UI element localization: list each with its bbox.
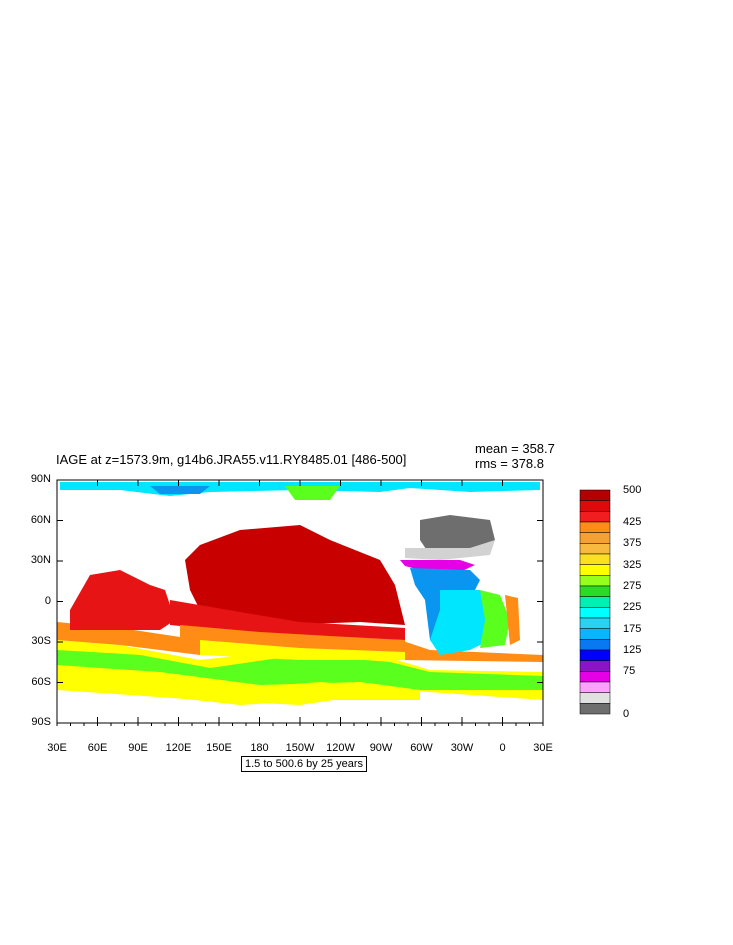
- colorbar: [579, 489, 611, 715]
- colorbar-swatch: [579, 532, 611, 544]
- lon-tick-label: 90E: [128, 742, 148, 754]
- colorbar-swatch: [579, 585, 611, 597]
- rms-stat: rms = 378.8: [475, 456, 545, 471]
- colorbar-label: 425: [623, 516, 642, 528]
- north-atlantic-light: [405, 540, 495, 560]
- colorbar-swatch: [579, 628, 611, 640]
- colorbar-label: 125: [623, 644, 642, 656]
- pacific-deep-red: [185, 525, 405, 625]
- lon-tick-label: 30E: [47, 742, 67, 754]
- colorbar-swatch: [579, 649, 611, 661]
- lon-tick-label: 150E: [206, 742, 232, 754]
- colorbar-label: 175: [623, 622, 642, 635]
- colorbar-label: 75: [623, 665, 636, 678]
- lon-tick-label: 60E: [87, 742, 108, 754]
- colorbar-swatch: [579, 660, 611, 672]
- atlantic-orange: [505, 595, 520, 645]
- atlantic-green: [480, 590, 510, 648]
- lon-tick-label: 60W: [410, 742, 433, 754]
- colorbar-label: 375: [623, 537, 642, 550]
- lat-tick-label: 60N: [30, 513, 51, 526]
- lat-tick-label: 0: [44, 594, 51, 607]
- lon-tick-label: 0: [499, 742, 506, 754]
- colorbar-label: 500: [623, 484, 642, 496]
- mean-stat: mean = 358.7: [475, 441, 555, 456]
- colorbar-label: 0: [623, 708, 630, 720]
- pacific-yellow-band: [200, 640, 405, 660]
- colorbar-swatch: [579, 639, 611, 651]
- lat-tick-label: 90S: [31, 716, 51, 728]
- north-atlantic-gray: [420, 515, 495, 555]
- contour-range-label: 1.5 to 500.6 by 25 years: [241, 756, 368, 772]
- axis-ticks: [56, 479, 544, 726]
- colorbar-swatch: [579, 607, 611, 619]
- colorbar-swatch: [579, 489, 611, 501]
- colorbar-swatch: [579, 671, 611, 683]
- colorbar-swatch: [579, 617, 611, 629]
- lat-tick-label: 30N: [30, 554, 51, 566]
- colorbar-swatch: [579, 500, 611, 512]
- colorbar-swatch: [579, 596, 611, 608]
- lon-tick-label: 180: [250, 742, 269, 754]
- colorbar-swatch: [579, 564, 611, 576]
- colorbar-label: 325: [623, 558, 642, 571]
- colorbar-swatch: [579, 543, 611, 555]
- colorbar-swatch: [579, 703, 611, 715]
- lon-tick-label: 120E: [165, 742, 192, 754]
- arctic-blue: [150, 486, 210, 494]
- colorbar-label: 225: [623, 601, 642, 614]
- colorbar-swatch: [579, 521, 611, 533]
- colorbar-swatch: [579, 553, 611, 565]
- ocean-field: [57, 482, 543, 705]
- map-title: IAGE at z=1573.9m, g14b6.JRA55.v11.RY848…: [56, 452, 407, 467]
- atlantic-cyan: [430, 590, 490, 655]
- arctic-green: [285, 486, 340, 500]
- colorbar-swatch: [579, 511, 611, 523]
- indian-ocean-red: [70, 570, 175, 630]
- colorbar-swatch: [579, 575, 611, 587]
- lat-tick-label: 90N: [30, 473, 51, 485]
- colorbar-label: 275: [623, 580, 642, 592]
- lon-tick-label: 90W: [369, 742, 393, 754]
- lon-tick-label: 150W: [285, 742, 315, 754]
- lon-tick-label: 30W: [450, 742, 474, 754]
- lon-tick-label: 120W: [326, 742, 355, 754]
- southern-yellow-2: [57, 665, 420, 705]
- colorbar-swatch: [579, 692, 611, 704]
- lon-tick-label: 30E: [533, 742, 553, 754]
- lat-tick-label: 30S: [31, 635, 51, 647]
- colorbar-swatch: [579, 681, 611, 693]
- lat-tick-label: 60S: [31, 675, 51, 688]
